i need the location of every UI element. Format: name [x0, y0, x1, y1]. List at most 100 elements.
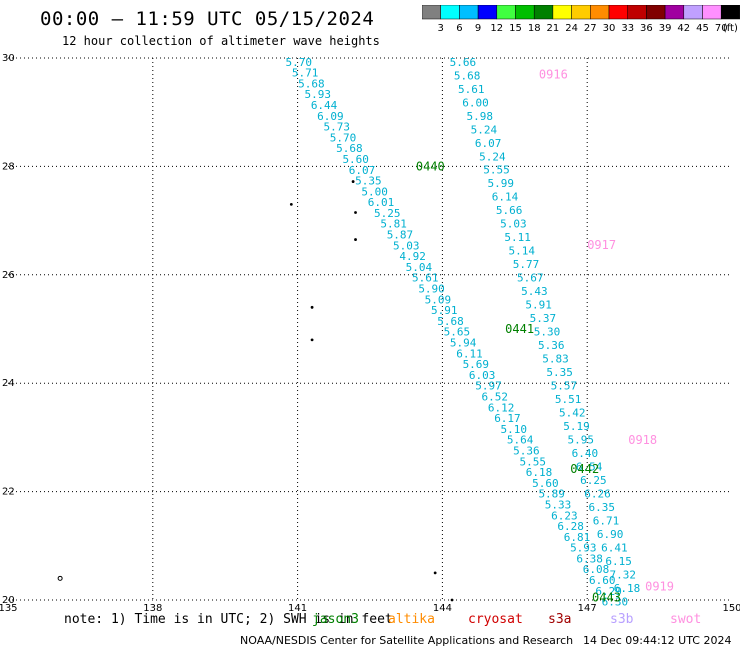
island-marker: [310, 305, 314, 309]
wave-height-value: 5.68: [437, 315, 464, 328]
axis-ticks: 135 138 141 144 147 150 30 28 26 24 22 20: [0, 53, 740, 614]
island-marker: [310, 338, 314, 342]
color-swatch: [702, 5, 722, 20]
wave-height-value: 5.67: [517, 272, 544, 285]
wave-height-value: 6.17: [494, 412, 521, 425]
wave-height-value: 6.15: [605, 555, 632, 568]
wave-height-value: 6.18: [526, 466, 553, 479]
wave-height-value: 6.03: [469, 369, 496, 382]
legend-sat-2: cryosat: [468, 612, 523, 627]
page-subtitle: 12 hour collection of altimeter wave hei…: [62, 34, 380, 48]
wave-height-value: 6.52: [482, 390, 509, 403]
wave-height-value: 5.24: [471, 123, 498, 136]
wave-height-value: 5.64: [507, 434, 534, 447]
color-scale-label: 6: [456, 23, 462, 34]
wave-height-value: 5.30: [534, 326, 561, 339]
wave-height-value: 5.68: [298, 77, 325, 90]
wave-height-value: 5.43: [521, 285, 548, 298]
wave-height-value: 5.03: [500, 218, 527, 231]
wave-height-value: 5.37: [530, 312, 557, 325]
color-swatch: [590, 5, 610, 20]
wave-height-value: 5.68: [454, 69, 481, 82]
wave-height-value: 5.61: [412, 272, 439, 285]
footer-note: note: 1) Time is in UTC; 2) SWH is in fe…: [0, 612, 740, 630]
color-swatch: [571, 5, 591, 20]
legend-sat-3: s3a: [548, 612, 572, 627]
wave-height-value: 6.41: [601, 542, 628, 555]
color-scale-label: 15: [509, 23, 522, 34]
island-marker: [450, 598, 454, 602]
color-scale-label: 70: [715, 23, 728, 34]
island-marker: [57, 575, 63, 581]
wave-height-value: 5.60: [532, 477, 559, 490]
color-swatch: [552, 5, 572, 20]
wave-height-value: 6.18: [614, 582, 641, 595]
wave-height-value: 5.24: [479, 150, 506, 163]
wave-height-value: 6.28: [557, 520, 584, 533]
color-scale-label: 33: [621, 23, 634, 34]
wave-height-value: 6.81: [564, 531, 591, 544]
wave-height-value: 5.03: [393, 239, 420, 252]
wave-height-value: 6.12: [488, 401, 515, 414]
wave-height-value: 5.66: [450, 56, 477, 69]
color-swatch: [683, 5, 703, 20]
wave-height-value: 6.11: [456, 347, 483, 360]
wave-height-value: 5.35: [355, 175, 382, 188]
pass-time-label: 0440: [416, 159, 445, 173]
wave-height-value: 5.89: [538, 488, 565, 501]
wave-height-value: 5.55: [483, 164, 510, 177]
island-marker: [351, 180, 355, 183]
wave-height-value: 5.91: [525, 299, 552, 312]
wave-height-value: 5.91: [431, 304, 458, 317]
color-scale-unit: (ft): [723, 23, 738, 34]
wave-height-value: 6.14: [492, 191, 519, 204]
color-swatch: [664, 5, 685, 20]
pass-time-label: 0918: [628, 433, 657, 447]
island-marker: [354, 238, 357, 241]
pass-time-label: 0443: [592, 590, 621, 604]
color-swatch: [477, 5, 498, 20]
wave-height-value: 5.99: [488, 177, 514, 190]
wave-height-value: 5.69: [463, 358, 490, 371]
wave-height-value: 6.35: [588, 501, 615, 514]
color-swatch: [515, 5, 535, 20]
wave-height-value: 5.55: [519, 455, 546, 468]
legend-sat-4: s3b: [610, 612, 634, 627]
wave-height-value: 6.08: [583, 563, 610, 576]
wave-height-value: 5.98: [466, 110, 493, 123]
wave-height-value: 6.07: [475, 137, 502, 150]
color-scale-label: 45: [696, 23, 709, 34]
wave-height-value: 5.36: [513, 444, 540, 457]
wave-height-value: 5.77: [513, 258, 540, 271]
wave-height-value: 6.44: [311, 99, 338, 112]
x-tick-label: 144: [433, 603, 452, 614]
wave-height-value: 6.00: [462, 96, 489, 109]
wave-height-value: 5.36: [538, 339, 565, 352]
color-scale-label: 24: [565, 23, 578, 34]
wave-height-value: 6.90: [597, 528, 624, 541]
color-scale-label: 30: [603, 23, 616, 34]
wave-height-value: 5.04: [406, 261, 433, 274]
wave-height-value: 5.70: [286, 56, 313, 69]
pass-time-label: 0917: [587, 238, 616, 252]
wave-height-value: 5.10: [501, 423, 528, 436]
wave-height-value: 5.87: [387, 229, 414, 242]
wave-height-value: 5.14: [509, 245, 536, 258]
wave-height-value: 6.07: [349, 164, 376, 177]
wave-height-value: 5.93: [570, 542, 597, 555]
wave-height-value: 6.25: [580, 474, 607, 487]
color-swatch: [608, 5, 628, 20]
wave-height-value: 6.29: [595, 585, 622, 598]
color-scale-label: 9: [475, 23, 481, 34]
wave-height-value: 6.01: [368, 196, 395, 209]
color-scale-label: 21: [547, 23, 560, 34]
wave-height-value: 5.73: [323, 121, 350, 134]
wave-height-value: 5.90: [418, 283, 445, 296]
wave-height-value: 5.97: [475, 380, 502, 393]
note-text: note: 1) Time is in UTC; 2) SWH is in fe…: [64, 612, 393, 627]
y-tick-label: 24: [2, 378, 15, 389]
color-swatch: [646, 5, 666, 20]
pass-time-label: 0441: [505, 322, 534, 336]
wave-height-value: 5.95: [567, 434, 594, 447]
